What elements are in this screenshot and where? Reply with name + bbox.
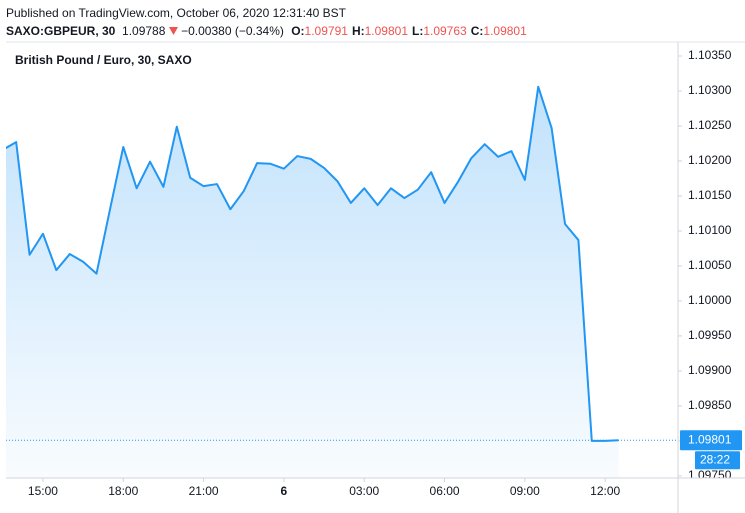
header: Published on TradingView.com, October 06… bbox=[6, 4, 527, 40]
ohlc-value: 1.09763 bbox=[423, 24, 467, 38]
y-tick-label: 1.09950 bbox=[688, 328, 732, 342]
last-price-box bbox=[680, 430, 742, 451]
y-tick-label: 1.10100 bbox=[688, 223, 732, 237]
y-tick-label: 1.10200 bbox=[688, 153, 732, 167]
x-tick-label: 6 bbox=[281, 484, 288, 498]
change: −0.00380 (−0.34%) bbox=[181, 24, 284, 38]
price: 1.09788 bbox=[122, 24, 166, 38]
price-line bbox=[6, 85, 619, 442]
countdown-label: 28:22 bbox=[700, 452, 730, 466]
ohlc: O:1.09791 H:1.09801 L:1.09763 C:1.09801 bbox=[287, 24, 527, 38]
ohlc-key: L: bbox=[412, 24, 424, 38]
ohlc-key: C: bbox=[470, 24, 484, 38]
ohlc-value: 1.09801 bbox=[364, 24, 408, 38]
y-tick-label: 1.10250 bbox=[688, 118, 732, 132]
y-tick-label: 1.09900 bbox=[688, 363, 732, 377]
y-tick-label: 1.10350 bbox=[688, 48, 732, 62]
x-tick-label: 18:00 bbox=[108, 484, 138, 498]
y-tick-label: 1.10150 bbox=[688, 188, 732, 202]
y-tick-label: 1.10000 bbox=[688, 293, 732, 307]
x-tick-label: 12:00 bbox=[590, 484, 620, 498]
published-line: Published on TradingView.com, October 06… bbox=[6, 6, 346, 20]
chart-title: British Pound / Euro, 30, SAXO bbox=[15, 53, 192, 67]
countdown-box bbox=[695, 451, 740, 470]
ohlc-value: 1.09801 bbox=[483, 24, 527, 38]
x-tick-label: 03:00 bbox=[349, 484, 379, 498]
x-tick-label: 15:00 bbox=[28, 484, 58, 498]
y-tick-label: 1.09850 bbox=[688, 398, 732, 412]
ohlc-key: O: bbox=[291, 24, 305, 38]
last-price-label: 1.09801 bbox=[688, 432, 732, 446]
y-tick-label: 1.10050 bbox=[688, 258, 732, 272]
ohlc-value: 1.09791 bbox=[304, 24, 348, 38]
down-arrow bbox=[168, 27, 178, 35]
y-tick-label: 1.10300 bbox=[688, 83, 732, 97]
quote-line: SAXO:GBPEUR, 30 1.09788 −0.00380 (−0.34%… bbox=[6, 22, 527, 40]
x-tick-label: 09:00 bbox=[510, 484, 540, 498]
x-tick-label: 21:00 bbox=[189, 484, 219, 498]
area-fill bbox=[6, 86, 619, 478]
y-tick-label: 1.09750 bbox=[688, 468, 732, 482]
ohlc-key: H: bbox=[351, 24, 365, 38]
x-tick-label: 06:00 bbox=[430, 484, 460, 498]
symbol: SAXO:GBPEUR, 30 bbox=[6, 24, 116, 38]
